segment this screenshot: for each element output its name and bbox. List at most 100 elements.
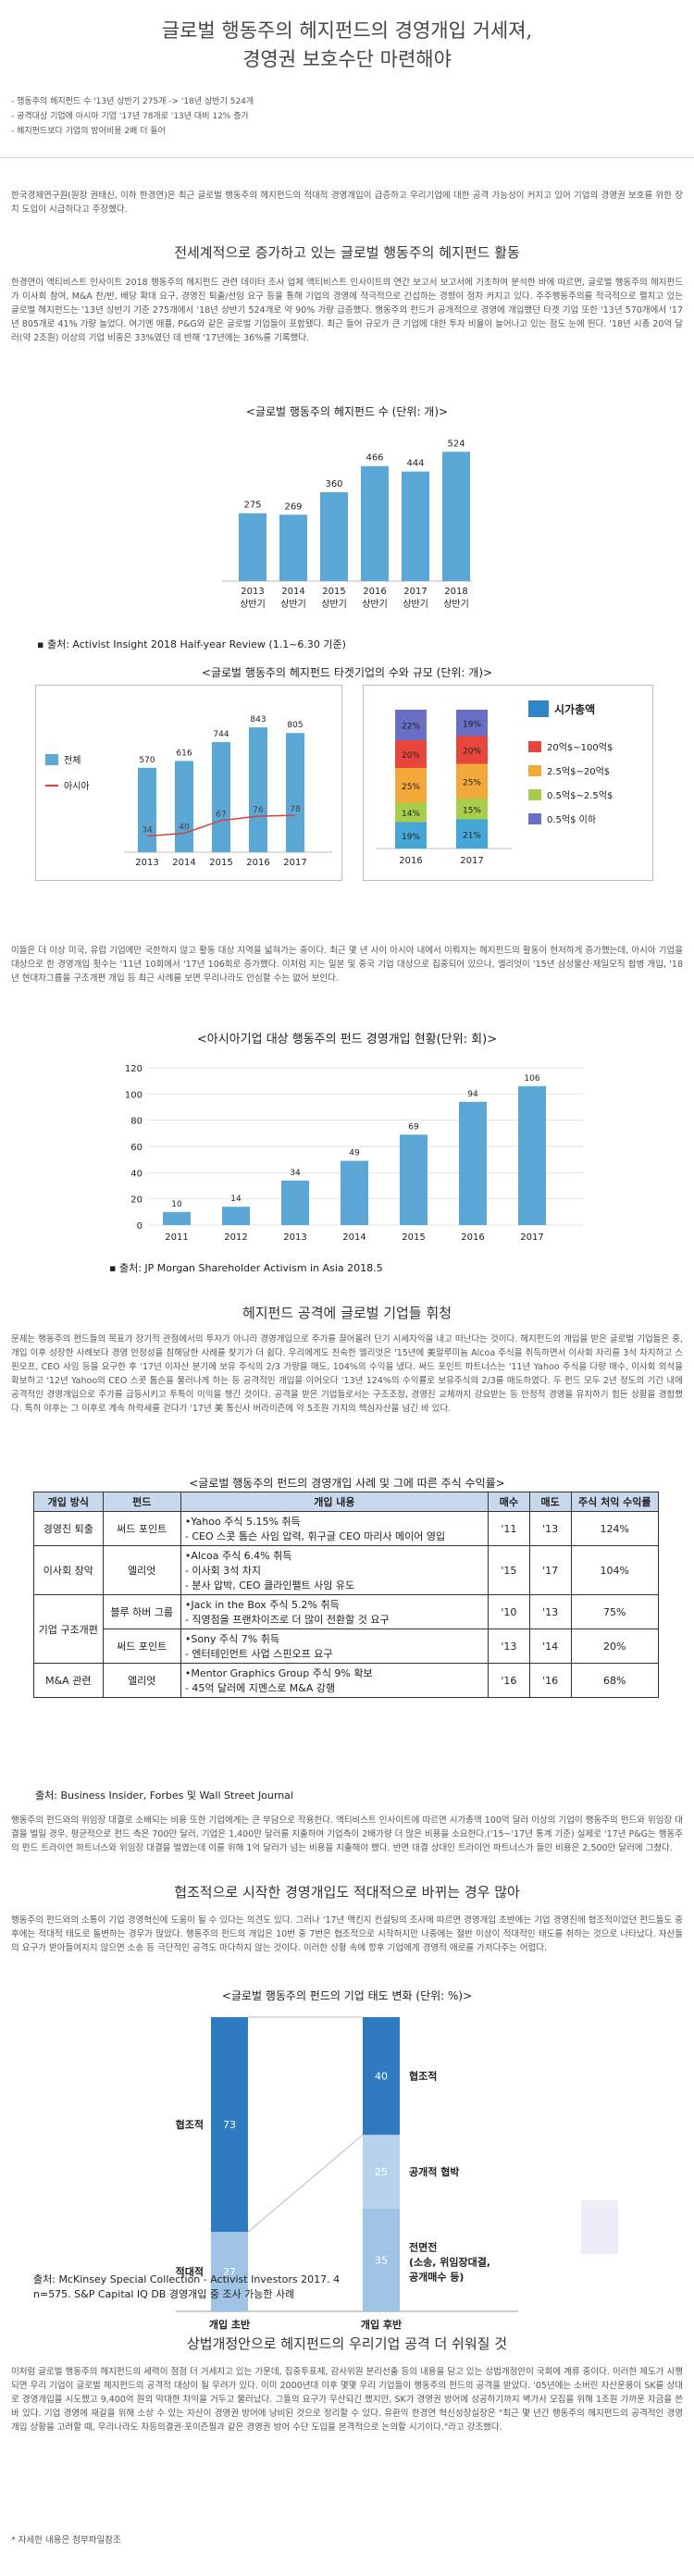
cell-fund: 블루 하버 그룹 (102, 1594, 181, 1629)
tick-label: 상반기 (240, 599, 266, 610)
y-tick-label: 0 (137, 1221, 143, 1232)
title-line-2: 경영권 보호수단 마련해야 (242, 48, 452, 70)
cell-return: 124% (570, 1511, 660, 1546)
data-label: 40 (375, 2071, 388, 2083)
legend-title: 시가총액 (554, 702, 596, 716)
y-tick-label: 80 (130, 1117, 143, 1127)
legend-item: 0.5억$~2.5억$ (528, 787, 613, 801)
data-label: 21% (463, 831, 481, 840)
chart1-source: ▪ 출처: Activist Insight 2018 Half-year Re… (37, 638, 346, 650)
side-label: 적대적 (176, 2265, 204, 2278)
cell-return: 104% (570, 1545, 660, 1595)
cell-sell: '16 (528, 1663, 572, 1698)
data-label: 19% (402, 833, 420, 842)
data-label: 269 (284, 502, 302, 512)
legend-label: 0.5억$~2.5억$ (547, 791, 613, 801)
legend-item: 전체 (45, 752, 81, 766)
legend-item: 20억$~100억$ (528, 739, 613, 753)
data-label: 35 (375, 2254, 388, 2266)
chart5-title: <글로벌 행동주의 펀드의 기업 태도 변화 (단위: %)> (221, 1989, 473, 2002)
section1-body: 한경연이 액티비스트 인사이트 2018 행동주의 헤지펀드 관련 데이터 조사… (11, 278, 683, 343)
content-line: - 분사 압박, CEO 클라인펠트 사임 유도 (184, 1579, 355, 1591)
connector (247, 2134, 364, 2233)
bar (320, 492, 348, 581)
y-tick-label: 100 (125, 1090, 143, 1100)
cell-content: •Sony 주식 7% 취득 - 엔터테인먼트 사업 스핀오프 요구 (180, 1629, 489, 1664)
data-label: 275 (243, 501, 261, 511)
content-line: - CEO 스콧 톰슨 사임 압력, 휘구글 CEO 마리사 메이어 영입 (184, 1530, 446, 1542)
legend-item: 0.5억$ 이하 (528, 811, 596, 825)
title-line-1: 글로벌 행동주의 헤지펀드의 경영개입 거세져, (161, 19, 533, 42)
tick-label: 2014 (172, 858, 195, 868)
side-label: 협조적 (176, 2118, 204, 2131)
data-label: 76 (253, 806, 264, 815)
bar (281, 1180, 309, 1225)
chart3-box: 19% 14% 25% 20% 22% 2016 21% 15% 25% 20% 19% 2017 시… (363, 685, 653, 881)
data-label: 19% (463, 720, 481, 729)
legend-label: 20억$~100억$ (547, 743, 613, 753)
side-label: 공개매수 등) (409, 2270, 464, 2283)
summary-item: - 헤지펀드보다 기업의 방어비용 2배 더 들어 (11, 127, 166, 136)
data-label: 444 (406, 459, 424, 469)
side-label: 협조적 (409, 2070, 437, 2083)
content-line: •Yahoo 주식 5.15% 취득 (184, 1516, 301, 1528)
section4-body: 이처럼 글로벌 행동주의 헤지펀드의 세력이 점점 더 거세지고 있는 가운데,… (11, 2367, 683, 2433)
table-header: 펀드 (102, 1492, 181, 1512)
cell-content: •Alcoa 주식 6.4% 취득 - 이사회 3석 차지 - 분사 압박, CEO… (180, 1545, 489, 1595)
data-label: 22% (402, 723, 420, 732)
bar (163, 1211, 191, 1225)
section1-body2: 이들은 더 이상 미국, 유럽 기업에만 국한하지 않고 활동 대상 지역을 넓… (11, 946, 683, 984)
bar-all-out (363, 2208, 400, 2311)
tick-label: 2013 (135, 858, 158, 868)
table-header-row: 개입 방식 펀드 개입 내용 매수 매도 주식 처익 수익률 (33, 1492, 660, 1512)
stack-segment (395, 740, 427, 768)
data-label: 78 (290, 805, 301, 814)
table-title: <글로벌 행동주의 펀드의 경영개입 사례 및 그에 따른 주식 수익률> (189, 1477, 505, 1490)
content-line: •Alcoa 주식 6.4% 취득 (184, 1550, 292, 1562)
tick-label: 2013 (283, 1232, 306, 1243)
stack-segment (456, 736, 488, 764)
data-label: 15% (463, 806, 481, 815)
table-row: 이사회 장악 엘리엇 •Alcoa 주식 6.4% 취득 - 이사회 3석 차지 -… (33, 1545, 660, 1595)
page-title: 글로벌 행동주의 헤지펀드의 경영개입 거세져, 경영권 보호수단 마련해야 (0, 0, 694, 74)
table-row: 써드 포인트 •Sony 주식 7% 취득 - 엔터테인먼트 사업 스핀오프 요구… (34, 1629, 660, 1664)
chart4-asia-interventions: 0 20 40 60 80 100 120 10 2011 14 2012 34 2013 49 2014 6… (125, 1064, 583, 1243)
cell-fund: 엘리엇 (102, 1545, 181, 1595)
chart4-title: <아시아기업 대상 행동주의 펀드 경영개입 현황(단위: 회)> (196, 1033, 498, 1046)
section3-body: 행동주의 펀드와의 소통이 기업 경영혁신에 도움이 될 수 있다는 의견도 있… (11, 1915, 683, 1953)
data-label: 25% (402, 783, 420, 792)
bar (212, 741, 230, 852)
tick-label: 2017 (460, 856, 483, 866)
legend-item: 시가총액 (528, 700, 595, 717)
y-tick-label: 40 (130, 1169, 143, 1179)
tick-label: 2012 (224, 1232, 247, 1243)
stack-segment (395, 768, 427, 803)
cell-buy: '15 (487, 1545, 530, 1595)
stack-segment (456, 799, 488, 820)
legend-label: 아시아 (64, 782, 90, 792)
cell-fund: 엘리엇 (102, 1663, 181, 1698)
tick-label: 2014 (281, 587, 304, 597)
legend-swatch (528, 764, 541, 776)
bar (402, 471, 429, 581)
cell-type: 기업 구조개편 (33, 1594, 104, 1664)
data-label: 40 (179, 824, 190, 833)
tick-label: 상반기 (443, 599, 469, 610)
y-tick-label: 120 (125, 1064, 143, 1074)
content-line: - 직영점을 프랜차이즈로 더 많이 전환할 것 요구 (184, 1614, 390, 1626)
data-label: 10 (171, 1200, 182, 1209)
legend-swatch (528, 700, 549, 717)
cell-buy: '11 (487, 1511, 530, 1546)
chart2-box: 570 2013 616 2014 744 2015 843 2016 805 2017 34 40 6… (35, 685, 342, 881)
bar (239, 513, 266, 581)
tick-label: 2017 (520, 1232, 543, 1243)
cell-content: •Yahoo 주식 5.15% 취득 - CEO 스콧 톰슨 사임 압력, 휘구글… (180, 1511, 489, 1546)
table-header: 매수 (487, 1492, 530, 1512)
table-row: 경영진 퇴출 써드 포인트 •Yahoo 주식 5.15% 취득 - CEO 스콧… (33, 1511, 660, 1546)
content-line: - 45억 달러에 지멘스로 M&A 강행 (184, 1682, 336, 1694)
data-label: 616 (176, 749, 192, 758)
data-label: 570 (139, 756, 155, 765)
tick-label: 상반기 (362, 599, 388, 610)
data-label: 27 (223, 2266, 236, 2278)
